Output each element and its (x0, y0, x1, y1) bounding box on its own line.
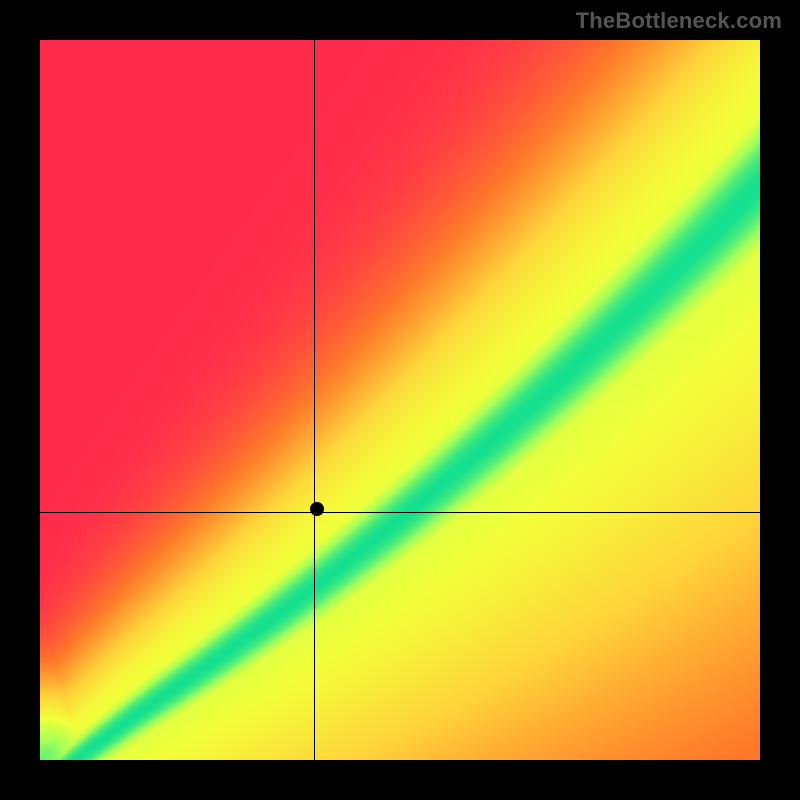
heatmap-plot-area (40, 40, 760, 760)
crosshair-vertical (314, 40, 315, 760)
watermark-text: TheBottleneck.com (576, 8, 782, 34)
bottleneck-heatmap-canvas (40, 40, 760, 760)
selection-marker-dot (310, 502, 324, 516)
crosshair-horizontal (40, 512, 760, 513)
